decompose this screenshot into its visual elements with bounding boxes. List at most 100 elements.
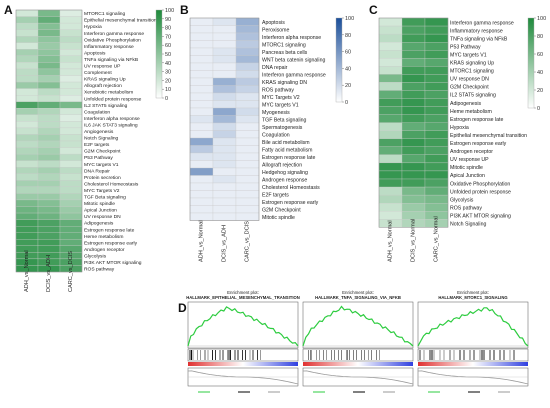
es-plot-frame <box>187 301 299 349</box>
heatmap-cell <box>189 212 214 221</box>
heatmap-cell <box>235 55 260 64</box>
colorbar-tick-label: 0 <box>345 100 348 106</box>
row-label: DNA repair <box>262 65 288 71</box>
row-label: Oxidative Phosphorylation <box>84 37 141 43</box>
heatmap-cell <box>424 154 449 164</box>
heatmap-cell <box>378 50 403 59</box>
enrichment-plot: Enrichment plot:HALLMARK_MTORC1_SIGNALIN… <box>417 290 529 393</box>
heatmap-cell <box>401 130 426 139</box>
heatmap-cell <box>15 121 39 129</box>
heatmap-cell <box>37 199 61 207</box>
row-label: G2M Checkpoint <box>84 149 121 155</box>
row-label: Hypoxia <box>84 24 102 30</box>
enrichment-title-line2: HALLMARK_MTORC1_SIGNALING <box>438 295 507 300</box>
heatmap-cell <box>212 92 237 101</box>
heatmap-cell <box>59 88 83 96</box>
row-label: Interferon alpha response <box>84 116 140 122</box>
row-label: MTORC1 signaling <box>84 11 126 17</box>
heatmap-cell <box>59 95 83 102</box>
heatmap-cell <box>212 145 237 154</box>
heatmap-cell <box>401 50 426 59</box>
heatmap-cell <box>401 154 426 164</box>
colorbar-tick-label: 60 <box>537 52 543 58</box>
heatmap-cell <box>189 145 214 154</box>
row-label: Inflammatory response <box>84 44 134 50</box>
heatmap-cell <box>212 70 237 79</box>
colorbar-tick-label: 40 <box>345 66 351 72</box>
heatmap-cell <box>189 40 214 49</box>
heatmap-cell <box>401 186 426 196</box>
colorbar-tick-label: 40 <box>165 61 171 67</box>
row-label: Estrogen response early <box>262 200 319 206</box>
heatmap-cell <box>401 114 426 123</box>
heatmap-cell <box>189 122 214 131</box>
heatmap-cell <box>189 70 214 79</box>
enrichment-title-line1: Enrichment plot: <box>342 290 374 295</box>
heatmap-frame <box>189 17 260 221</box>
heatmap-cell <box>235 212 260 221</box>
row-label: MYC Targets V2 <box>262 95 300 101</box>
heatmap-cell <box>37 193 61 201</box>
row-label: Apoptosis <box>84 50 106 56</box>
heatmap-cell <box>59 239 83 246</box>
heatmap-cell <box>59 206 83 214</box>
heatmap-cell <box>15 219 39 227</box>
row-label: Xenobiotic metabolism <box>84 90 133 96</box>
heatmap-cell <box>15 62 39 70</box>
heatmap-cell <box>378 82 403 91</box>
hits-frame <box>187 348 299 362</box>
column-label: DCIS_vs_Normal <box>411 219 417 262</box>
heatmap-cell <box>15 147 39 155</box>
heatmap-cell <box>401 162 426 172</box>
row-label: Apoptosis <box>262 20 285 26</box>
colorbar-tick-label: 80 <box>165 26 171 32</box>
row-label: IL2 STAT5 signaling <box>450 93 496 99</box>
column-label: DCIS_vs_ADH <box>46 255 52 292</box>
heatmap-cell <box>378 194 403 204</box>
rank-color-bar <box>303 362 413 366</box>
heatmap-cell <box>37 167 61 174</box>
column-label: ADH_vs_Normal <box>24 250 30 292</box>
heatmap-cell <box>235 32 260 41</box>
heatmap-cell <box>15 29 39 37</box>
row-label: Unfolded protein response <box>84 96 142 102</box>
heatmap-cell <box>212 100 237 109</box>
heatmap-cell <box>15 232 39 240</box>
row-label: UV response UP <box>450 157 489 163</box>
row-label: KRAS signaling Up <box>84 77 126 83</box>
column-label: ADH_vs_Normal <box>388 220 394 262</box>
heatmap-cell <box>212 152 237 161</box>
heatmap-cell <box>59 121 83 129</box>
row-label: KRAS signaling Up <box>450 61 494 67</box>
heatmap-cell <box>37 153 61 161</box>
heatmap-cell <box>378 170 403 180</box>
row-label: Coagulation <box>262 132 290 138</box>
heatmap-cell <box>235 167 260 176</box>
row-label: E2F targets <box>84 142 110 148</box>
heatmap-cell <box>401 178 426 188</box>
heatmap-cell <box>189 160 214 169</box>
heatmap-cell <box>212 167 237 176</box>
heatmap-cell <box>424 58 449 67</box>
heatmap-cell <box>424 170 449 180</box>
column-label: ADH_vs_Normal <box>199 220 205 262</box>
row-label: Apical Junction <box>84 208 117 214</box>
heatmap-cell <box>212 160 237 169</box>
heatmap-cell <box>15 212 39 220</box>
heatmap-cell <box>59 173 83 181</box>
heatmap-cell <box>424 114 449 123</box>
heatmap-cell <box>189 32 214 41</box>
heatmap-cell <box>59 62 83 70</box>
heatmap-cell <box>15 206 39 214</box>
row-label: Epithelial mesenchymal transition <box>84 18 157 24</box>
enrichment-title-line1: Enrichment plot: <box>227 290 259 295</box>
heatmap-cell <box>59 101 83 109</box>
heatmap-cell <box>235 85 260 94</box>
row-label: MTORC1 signaling <box>262 42 306 48</box>
rank-color-bar <box>188 362 298 366</box>
heatmap-cell <box>189 47 214 56</box>
heatmap-cell <box>37 29 61 37</box>
heatmap-cell <box>37 101 61 109</box>
row-label: Cholesterol Homeostasis <box>84 181 139 187</box>
heatmap-cell <box>235 137 260 146</box>
